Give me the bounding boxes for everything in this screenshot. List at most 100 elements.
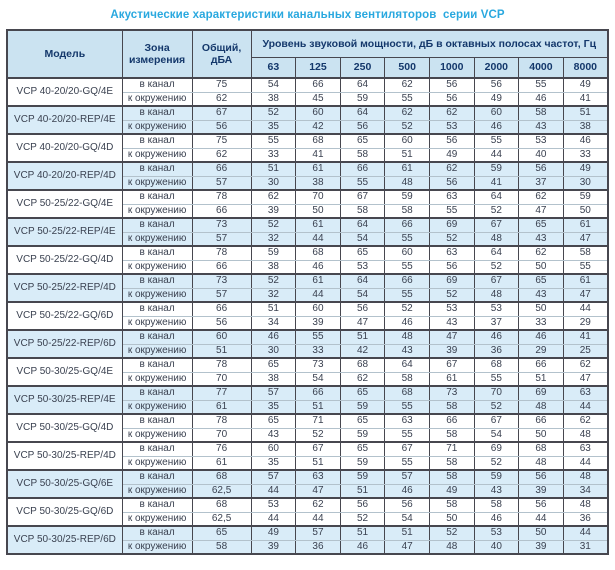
spl-value-cell: 67 bbox=[428, 357, 475, 373]
spl-value-cell: 40 bbox=[518, 147, 564, 163]
spl-value-cell: 68 bbox=[295, 133, 341, 149]
table-row: к окружению 70 43 52 59 55 58 54 50 48 bbox=[7, 427, 609, 443]
spl-value-cell: 30 bbox=[250, 343, 297, 359]
spl-value-cell: 41 bbox=[295, 147, 341, 163]
table-row: VCP 50-25/22-GQ/4E в канал 78 62 70 67 59 63 64 6… bbox=[6, 189, 609, 219]
spl-value-cell: 56 bbox=[339, 497, 386, 513]
spl-value-cell: 65 bbox=[339, 413, 386, 429]
table-row: VCP 50-30/25-REP/4E в канал 77 57 66 65 68 73 70… bbox=[6, 385, 609, 415]
spl-value-cell: 69 bbox=[428, 273, 475, 289]
measurement-zone-cell: в канал bbox=[121, 525, 193, 541]
spl-value-cell: 59 bbox=[473, 469, 520, 485]
spl-value-cell: 61 bbox=[295, 161, 341, 177]
spl-value-cell: 36 bbox=[295, 539, 341, 555]
column-header-model: Модель bbox=[6, 29, 123, 79]
spl-value-cell: 37 bbox=[518, 175, 564, 191]
spl-value-cell: 52 bbox=[250, 217, 297, 233]
table-row: VCP 40-20/20-GQ/4D в канал 75 55 68 65 60 56 55 5… bbox=[6, 133, 609, 163]
measurement-zone-cell: в канал bbox=[121, 273, 193, 289]
spl-value-cell: 63 bbox=[295, 469, 341, 485]
spl-value-cell: 66 bbox=[384, 217, 430, 233]
page-title: Акустические характеристики канальных ве… bbox=[110, 9, 505, 21]
measurement-zone-cell: к окружению bbox=[121, 371, 193, 387]
table-row: к окружению 62 38 45 59 55 56 49 46 41 bbox=[7, 91, 609, 107]
spl-value-cell: 55 bbox=[384, 231, 430, 247]
total-dba-cell: 56 bbox=[191, 119, 252, 135]
model-cell: VCP 50-25/22-GQ/6D bbox=[6, 301, 123, 331]
spl-value-cell: 46 bbox=[384, 315, 430, 331]
spl-value-cell: 47 bbox=[562, 287, 609, 303]
spl-value-cell: 34 bbox=[250, 315, 297, 331]
measurement-zone-cell: к окружению bbox=[121, 203, 193, 219]
spl-value-cell: 58 bbox=[562, 245, 609, 261]
spl-value-cell: 54 bbox=[250, 77, 297, 93]
spl-value-cell: 30 bbox=[250, 175, 297, 191]
spl-value-cell: 63 bbox=[562, 385, 609, 401]
spl-value-cell: 44 bbox=[250, 511, 297, 527]
spl-value-cell: 64 bbox=[339, 77, 386, 93]
spl-value-cell: 56 bbox=[384, 497, 430, 513]
spl-value-cell: 53 bbox=[339, 259, 386, 275]
spl-value-cell: 58 bbox=[428, 497, 475, 513]
spl-value-cell: 57 bbox=[295, 525, 341, 541]
spl-value-cell: 25 bbox=[562, 343, 609, 359]
spl-value-cell: 46 bbox=[473, 511, 520, 527]
spl-value-cell: 61 bbox=[562, 217, 609, 233]
spl-value-cell: 70 bbox=[295, 189, 341, 205]
spl-value-cell: 42 bbox=[295, 119, 341, 135]
spl-value-cell: 63 bbox=[428, 245, 475, 261]
spl-value-cell: 70 bbox=[473, 385, 520, 401]
spl-value-cell: 64 bbox=[473, 189, 520, 205]
spl-value-cell: 37 bbox=[473, 315, 520, 331]
total-dba-cell: 75 bbox=[191, 77, 252, 93]
spl-value-cell: 60 bbox=[384, 133, 430, 149]
spl-value-cell: 62 bbox=[518, 189, 564, 205]
spl-value-cell: 66 bbox=[518, 413, 564, 429]
spl-value-cell: 58 bbox=[384, 203, 430, 219]
spl-value-cell: 35 bbox=[250, 399, 297, 415]
spl-value-cell: 44 bbox=[562, 301, 609, 317]
spl-value-cell: 62 bbox=[250, 189, 297, 205]
spl-value-cell: 61 bbox=[428, 371, 475, 387]
total-dba-cell: 57 bbox=[191, 287, 252, 303]
spl-value-cell: 57 bbox=[250, 385, 297, 401]
spl-value-cell: 44 bbox=[562, 455, 609, 471]
total-dba-cell: 58 bbox=[191, 539, 252, 555]
measurement-zone-cell: к окружению bbox=[121, 539, 193, 555]
spl-value-cell: 62 bbox=[562, 357, 609, 373]
spl-value-cell: 49 bbox=[428, 147, 475, 163]
spl-value-cell: 50 bbox=[518, 301, 564, 317]
measurement-zone-cell: в канал bbox=[121, 189, 193, 205]
model-cell: VCP 50-30/25-GQ/4D bbox=[6, 413, 123, 443]
spl-value-cell: 38 bbox=[250, 371, 297, 387]
spl-value-cell: 43 bbox=[518, 231, 564, 247]
spl-value-cell: 65 bbox=[250, 357, 297, 373]
spl-value-cell: 49 bbox=[250, 525, 297, 541]
spl-value-cell: 55 bbox=[473, 371, 520, 387]
spl-value-cell: 73 bbox=[428, 385, 475, 401]
spl-value-cell: 59 bbox=[250, 245, 297, 261]
spl-value-cell: 48 bbox=[518, 399, 564, 415]
spl-value-cell: 32 bbox=[250, 231, 297, 247]
total-dba-cell: 67 bbox=[191, 105, 252, 121]
measurement-zone-cell: в канал bbox=[121, 105, 193, 121]
spl-value-cell: 33 bbox=[518, 315, 564, 331]
spl-value-cell: 36 bbox=[562, 511, 609, 527]
spl-value-cell: 64 bbox=[384, 357, 430, 373]
spl-value-cell: 36 bbox=[473, 343, 520, 359]
table-row: VCP 50-30/25-GQ/6D в канал 68 53 62 56 56 58 58 5… bbox=[6, 497, 609, 527]
spl-value-cell: 43 bbox=[428, 315, 475, 331]
spl-value-cell: 59 bbox=[339, 469, 386, 485]
model-cell: VCP 50-25/22-REP/4E bbox=[6, 217, 123, 247]
spl-value-cell: 58 bbox=[339, 203, 386, 219]
spl-value-cell: 62 bbox=[428, 161, 475, 177]
frequency-header-250: 250 bbox=[339, 56, 386, 79]
spl-value-cell: 53 bbox=[250, 497, 297, 513]
spl-value-cell: 56 bbox=[428, 91, 475, 107]
measurement-zone-cell: в канал bbox=[121, 77, 193, 93]
frequency-header-2000: 2000 bbox=[473, 56, 520, 79]
spl-value-cell: 38 bbox=[250, 91, 297, 107]
spl-value-cell: 56 bbox=[518, 161, 564, 177]
spl-value-cell: 61 bbox=[562, 273, 609, 289]
spl-value-cell: 29 bbox=[518, 343, 564, 359]
